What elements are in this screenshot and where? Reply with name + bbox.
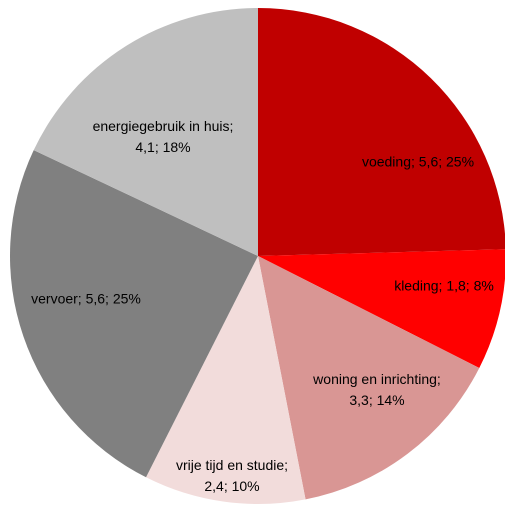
data-label-line: 3,3; 14%: [349, 392, 404, 408]
data-label-line: energiegebruik in huis;: [93, 118, 234, 134]
pie-slice: [33, 7, 259, 256]
data-label: kleding; 1,8; 8%: [394, 278, 494, 294]
pie-slice: [258, 256, 480, 500]
pie-slice: [146, 256, 306, 505]
pie-slice: [258, 8, 505, 256]
pie-slice: [9, 150, 258, 478]
data-label-line: vrije tijd en studie;: [176, 457, 288, 473]
data-label: energiegebruik in huis; 4,1; 18%: [93, 118, 234, 155]
data-label: woning en inrichting; 3,3; 14%: [312, 371, 441, 408]
data-label: vrije tijd en studie; 2,4; 10%: [176, 457, 288, 494]
pie-slice: [258, 249, 505, 368]
data-label: voeding; 5,6; 25%: [362, 154, 474, 170]
data-label-line: 4,1; 18%: [135, 139, 190, 155]
data-label-line: woning en inrichting;: [312, 371, 441, 387]
data-label-line: 2,4; 10%: [204, 478, 259, 494]
data-label: vervoer; 5,6; 25%: [31, 291, 141, 307]
